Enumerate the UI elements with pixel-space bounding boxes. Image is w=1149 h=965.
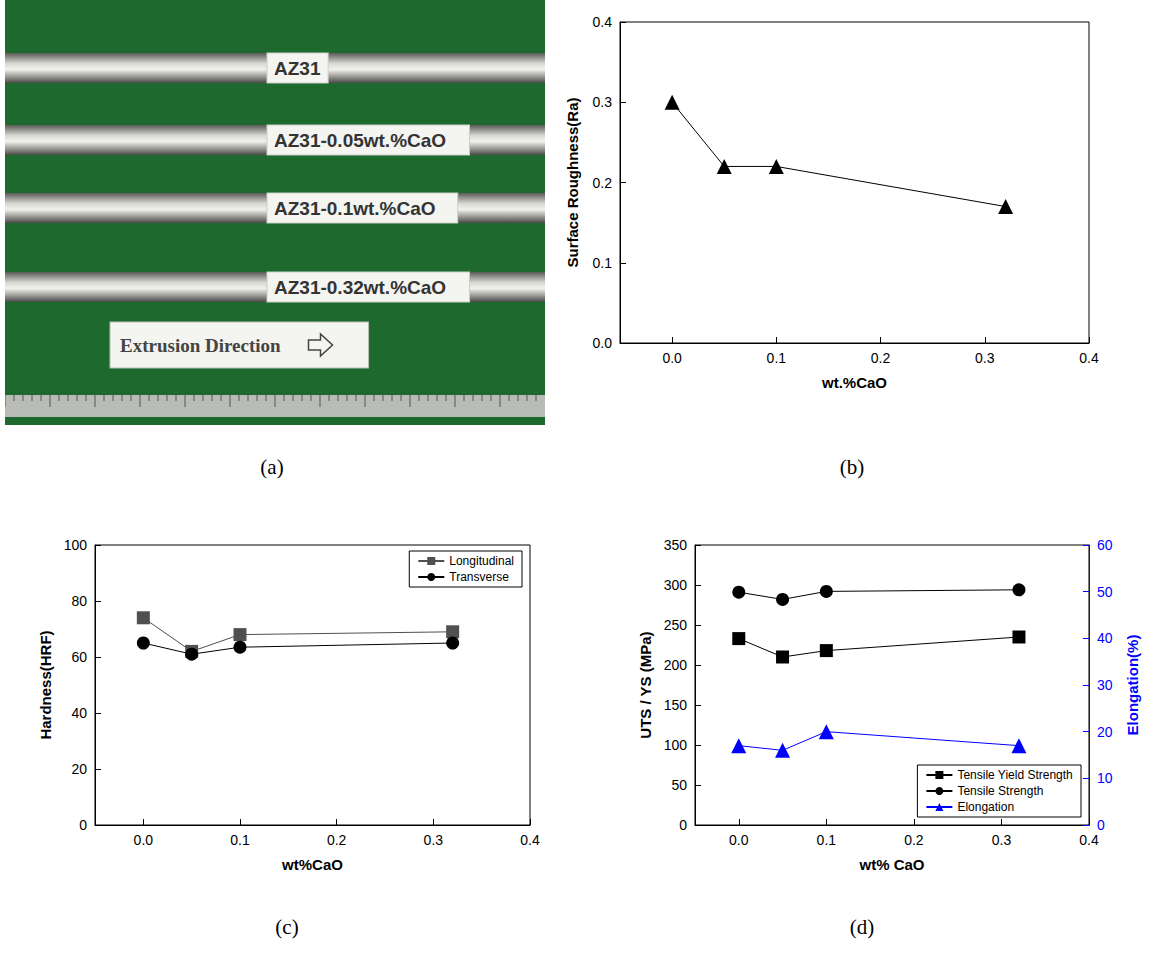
svg-text:60: 60 [71, 649, 87, 665]
svg-text:Elongation: Elongation [957, 800, 1014, 814]
svg-text:UTS / YS (MPa): UTS / YS (MPa) [637, 631, 654, 738]
svg-text:0.2: 0.2 [327, 832, 347, 848]
svg-text:0.0: 0.0 [662, 350, 682, 366]
svg-text:30: 30 [1097, 677, 1113, 693]
svg-text:200: 200 [664, 657, 688, 673]
svg-text:250: 250 [664, 617, 688, 633]
svg-text:0.2: 0.2 [871, 350, 891, 366]
svg-text:Hardness(HRF): Hardness(HRF) [37, 630, 54, 739]
svg-text:0.1: 0.1 [817, 832, 837, 848]
svg-text:AZ31-0.1wt.%CaO: AZ31-0.1wt.%CaO [274, 198, 436, 219]
svg-text:0.3: 0.3 [424, 832, 444, 848]
svg-text:wt%CaO: wt%CaO [281, 856, 343, 873]
svg-text:60: 60 [1097, 537, 1113, 553]
svg-text:0.0: 0.0 [134, 832, 154, 848]
svg-text:Transverse: Transverse [449, 570, 509, 584]
svg-text:0.2: 0.2 [904, 832, 924, 848]
svg-text:AZ31-0.05wt.%CaO: AZ31-0.05wt.%CaO [274, 130, 446, 151]
svg-text:0.4: 0.4 [593, 14, 613, 30]
svg-text:40: 40 [1097, 630, 1113, 646]
svg-text:Elongation(%): Elongation(%) [1124, 635, 1141, 736]
svg-text:0.4: 0.4 [1079, 350, 1099, 366]
svg-text:20: 20 [1097, 724, 1113, 740]
svg-text:wt% CaO: wt% CaO [858, 856, 924, 873]
svg-text:10: 10 [1097, 770, 1113, 786]
svg-text:300: 300 [664, 577, 688, 593]
html-text:(b): (b) [839, 455, 865, 479]
html-text:(a): (a) [260, 455, 284, 479]
svg-text:0: 0 [79, 817, 87, 833]
svg-text:0.1: 0.1 [593, 255, 613, 271]
svg-text:Extrusion Direction: Extrusion Direction [120, 335, 281, 356]
svg-text:350: 350 [664, 537, 688, 553]
svg-text:40: 40 [71, 705, 87, 721]
html-text:(d): (d) [849, 915, 875, 939]
svg-text:0.1: 0.1 [230, 832, 250, 848]
svg-text:0.0: 0.0 [593, 335, 613, 351]
svg-text:0.2: 0.2 [593, 175, 613, 191]
svg-text:0.3: 0.3 [975, 350, 995, 366]
svg-text:100: 100 [64, 537, 88, 553]
svg-text:50: 50 [671, 777, 687, 793]
svg-text:20: 20 [71, 761, 87, 777]
svg-text:100: 100 [664, 737, 688, 753]
svg-text:0.4: 0.4 [1079, 832, 1099, 848]
svg-text:80: 80 [71, 593, 87, 609]
svg-text:wt.%CaO: wt.%CaO [821, 374, 887, 391]
svg-text:Tensile Strength: Tensile Strength [957, 784, 1043, 798]
svg-text:Longitudinal: Longitudinal [449, 554, 514, 568]
svg-text:Tensile Yield Strength: Tensile Yield Strength [957, 768, 1072, 782]
html-text:(c): (c) [275, 915, 299, 939]
svg-text:0.4: 0.4 [520, 832, 540, 848]
svg-text:150: 150 [664, 697, 688, 713]
svg-text:0.0: 0.0 [729, 832, 749, 848]
svg-text:0.3: 0.3 [593, 94, 613, 110]
svg-text:50: 50 [1097, 584, 1113, 600]
svg-text:0: 0 [1097, 817, 1105, 833]
svg-text:0.3: 0.3 [992, 832, 1012, 848]
svg-text:Surface Roughness(Ra): Surface Roughness(Ra) [564, 97, 581, 267]
svg-text:AZ31-0.32wt.%CaO: AZ31-0.32wt.%CaO [274, 277, 446, 298]
svg-text:AZ31: AZ31 [274, 58, 321, 79]
svg-text:0.1: 0.1 [767, 350, 787, 366]
svg-text:0: 0 [679, 817, 687, 833]
